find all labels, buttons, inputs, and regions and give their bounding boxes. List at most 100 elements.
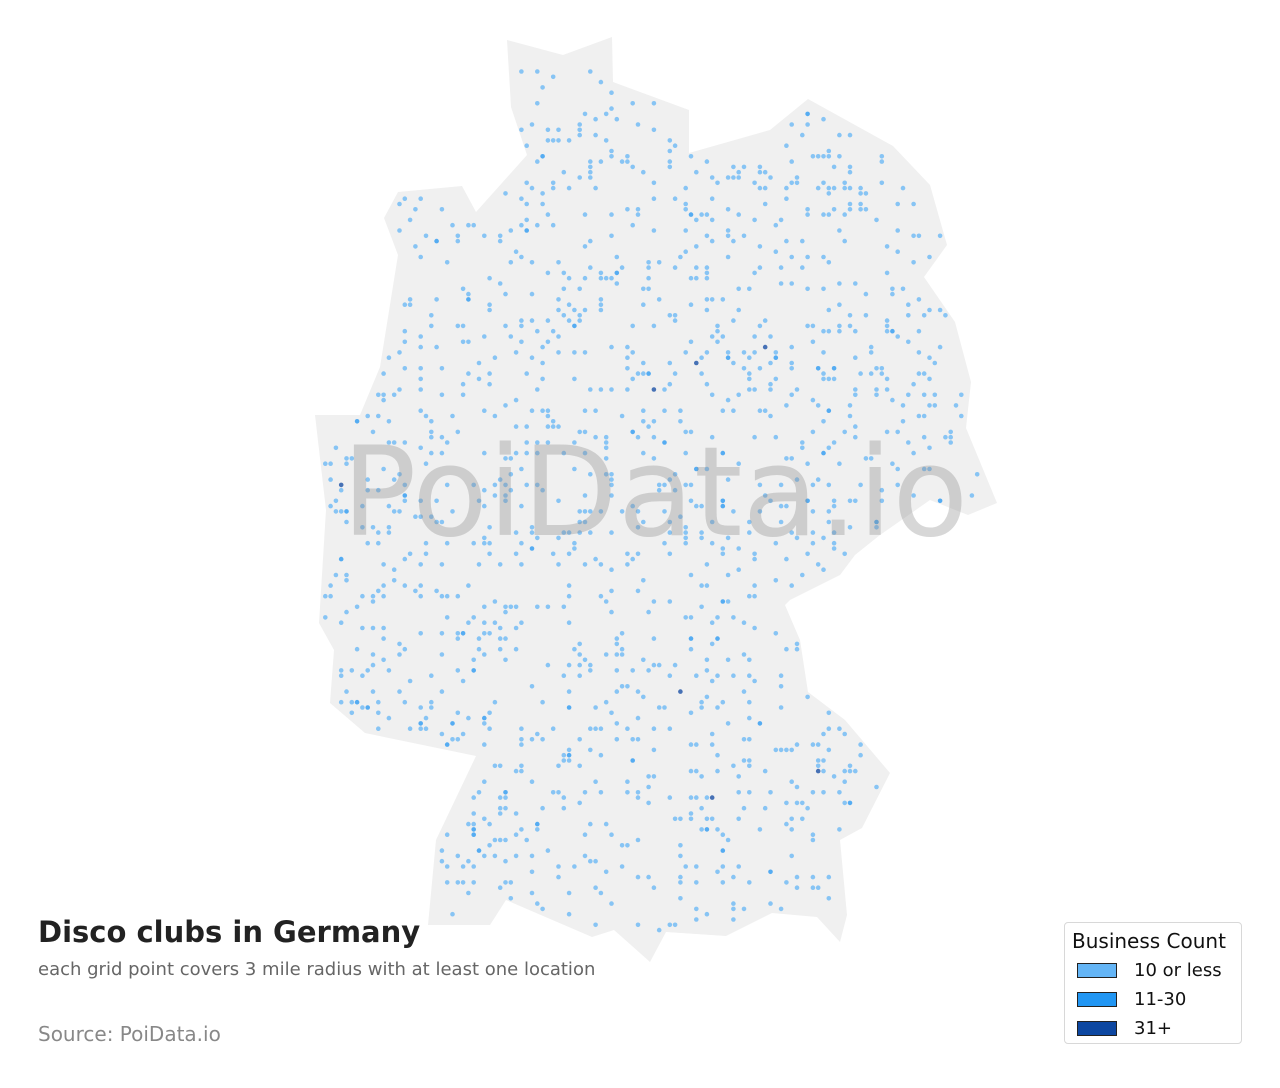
grid-point <box>386 525 392 530</box>
grid-point <box>895 228 900 233</box>
grid-point <box>641 286 646 292</box>
grid-point <box>810 874 816 880</box>
grid-point <box>418 376 424 382</box>
grid-point <box>619 413 625 419</box>
grid-point <box>376 413 381 419</box>
grid-point <box>715 673 720 678</box>
grid-point <box>688 816 694 822</box>
grid-point <box>503 498 508 504</box>
grid-point <box>598 593 604 599</box>
grid-point <box>535 222 540 228</box>
grid-point <box>884 323 890 329</box>
grid-point <box>455 636 461 641</box>
grid-point <box>391 392 397 398</box>
grid-point <box>805 111 810 117</box>
grid-point <box>344 609 349 615</box>
grid-point <box>407 217 413 223</box>
grid-point <box>932 360 938 366</box>
grid-point <box>603 821 609 827</box>
grid-point <box>805 286 810 292</box>
grid-point <box>837 328 842 334</box>
grid-point <box>773 434 779 440</box>
grid-point <box>678 514 683 519</box>
grid-point <box>656 260 662 265</box>
grid-point <box>778 673 784 678</box>
grid-point <box>810 790 816 795</box>
grid-point <box>688 572 694 578</box>
grid-point <box>789 180 794 186</box>
grid-point <box>519 339 524 345</box>
grid-point <box>444 880 450 885</box>
grid-point <box>630 737 635 742</box>
grid-point <box>344 461 349 467</box>
grid-point <box>720 498 726 504</box>
grid-point <box>667 599 673 604</box>
grid-point <box>757 408 763 414</box>
grid-point <box>349 710 355 716</box>
grid-point <box>529 408 535 414</box>
grid-point <box>338 668 344 673</box>
grid-point <box>874 519 879 525</box>
grid-point <box>386 440 392 445</box>
grid-point <box>704 668 710 673</box>
grid-point <box>831 530 837 535</box>
grid-point <box>778 265 784 270</box>
grid-point <box>731 874 736 880</box>
grid-point <box>545 127 551 133</box>
grid-point <box>397 228 402 233</box>
grid-point <box>720 546 726 551</box>
grid-point <box>837 228 842 233</box>
grid-point <box>381 593 386 599</box>
grid-point <box>784 403 789 408</box>
grid-point <box>715 615 720 620</box>
grid-point <box>550 222 556 228</box>
grid-point <box>853 281 858 286</box>
grid-point <box>752 551 757 557</box>
grid-point <box>688 646 694 652</box>
grid-point <box>455 631 461 636</box>
grid-point <box>959 392 964 398</box>
grid-point <box>879 371 885 376</box>
grid-point <box>577 652 582 657</box>
grid-point <box>614 689 620 694</box>
grid-point <box>815 742 821 747</box>
grid-point <box>476 636 482 641</box>
grid-point <box>402 646 408 652</box>
grid-point <box>778 684 784 689</box>
grid-point <box>768 381 773 387</box>
grid-point <box>577 737 582 742</box>
grid-point <box>370 689 376 694</box>
grid-point <box>646 275 651 281</box>
grid-point <box>927 376 932 382</box>
grid-point <box>360 625 365 631</box>
grid-point <box>826 710 832 716</box>
grid-point <box>757 509 763 514</box>
grid-point <box>842 429 847 435</box>
grid-point <box>582 429 588 435</box>
grid-point <box>609 493 614 498</box>
grid-point <box>429 514 434 519</box>
map-subtitle: each grid point covers 3 mile radius wit… <box>38 959 596 980</box>
grid-point <box>418 445 424 451</box>
grid-point <box>747 371 752 376</box>
grid-point <box>747 593 752 599</box>
grid-point <box>731 509 736 514</box>
grid-point <box>466 297 471 302</box>
grid-point <box>588 530 593 535</box>
grid-point <box>508 487 514 493</box>
grid-point <box>736 461 741 467</box>
grid-point <box>635 509 641 514</box>
grid-point <box>566 302 572 308</box>
grid-point <box>890 397 895 403</box>
grid-point <box>794 641 800 647</box>
grid-point <box>545 604 551 610</box>
grid-point <box>736 816 741 822</box>
grid-point <box>540 408 545 414</box>
grid-point <box>842 180 847 186</box>
grid-point <box>842 212 847 217</box>
grid-point <box>418 334 424 339</box>
grid-point <box>418 583 424 588</box>
grid-point <box>524 228 529 233</box>
grid-point <box>858 201 863 207</box>
grid-point <box>752 217 757 223</box>
